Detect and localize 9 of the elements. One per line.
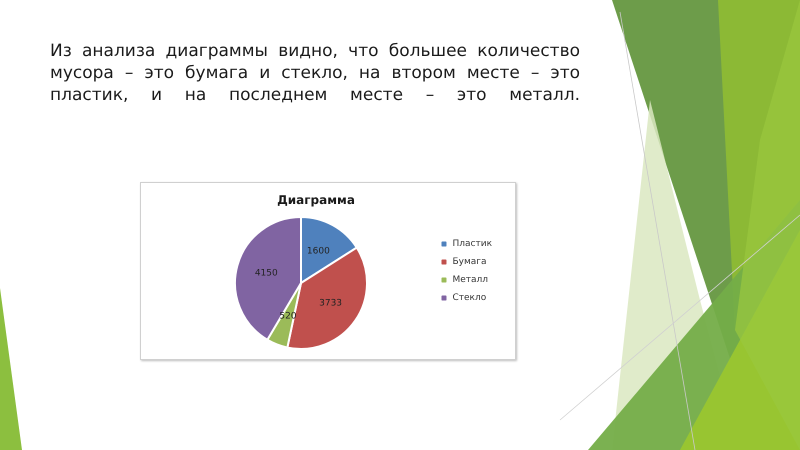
- legend-label: Пластик: [452, 239, 493, 249]
- legend-label: Металл: [452, 275, 488, 285]
- text: Из анализа диаграммы видно, что большее количество мусора – это бумага и стекло, на втором месте – это пластик, и на последнем месте – это металл.: [50, 40, 580, 106]
- legend-label: Стекло: [452, 293, 487, 303]
- chart-title: Диаграмма: [277, 193, 355, 207]
- data-label: 3733: [319, 298, 342, 309]
- data-label: 1600: [306, 246, 330, 256]
- data-label: 4150: [254, 268, 278, 278]
- legend-label: Бумага: [452, 257, 487, 267]
